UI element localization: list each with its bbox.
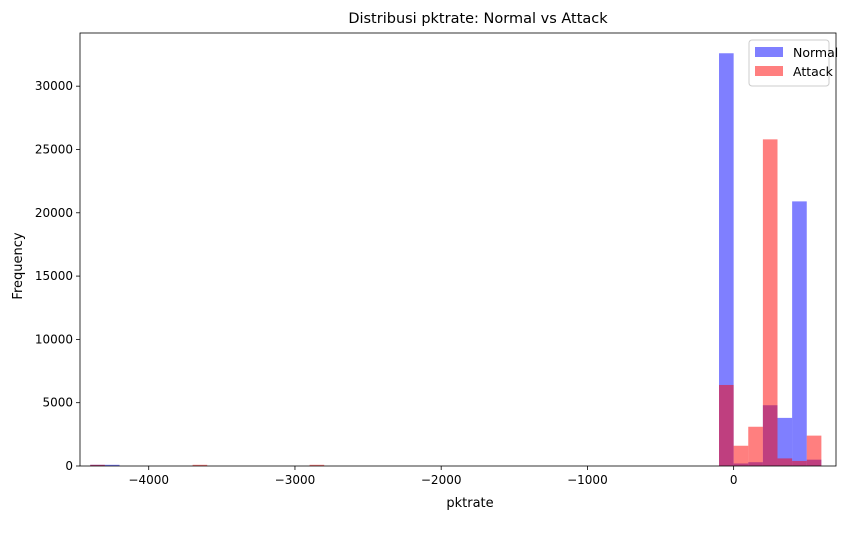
x-tick-label-2: −2000 xyxy=(421,473,462,487)
bar-normal-1 xyxy=(104,464,120,466)
y-axis-label: Frequency xyxy=(11,232,26,299)
y-axis: 0 5000 10000 15000 20000 25000 30000 xyxy=(35,79,80,473)
bar-attack-8 xyxy=(792,460,807,466)
y-tick-label-0: 0 xyxy=(65,459,73,473)
y-tick-label-6: 30000 xyxy=(35,79,73,93)
x-axis-label: pktrate xyxy=(446,496,493,511)
legend-swatch-normal xyxy=(755,47,783,57)
x-axis: −4000 −3000 −2000 −1000 0 xyxy=(128,466,737,487)
bar-attack-9 xyxy=(806,435,822,466)
bar-normal-6 xyxy=(777,417,793,466)
bar-attack-0 xyxy=(90,464,105,466)
x-tick-label-0: −4000 xyxy=(128,473,169,487)
x-tick-label-1: −3000 xyxy=(275,473,316,487)
legend: Normal Attack xyxy=(748,39,838,87)
y-tick-label-2: 10000 xyxy=(35,332,73,346)
legend-swatch-attack xyxy=(755,66,783,76)
legend-label-attack: Attack xyxy=(793,64,834,79)
x-tick-label-4: 0 xyxy=(730,473,738,487)
bar-attack-6 xyxy=(762,139,778,466)
bar-normal-2 xyxy=(719,53,734,466)
bar-attack-4 xyxy=(733,445,749,466)
bar-attack-5 xyxy=(748,426,763,466)
bar-attack-7 xyxy=(777,458,793,466)
legend-label-normal: Normal xyxy=(793,45,838,60)
bars-layer xyxy=(90,53,822,466)
x-tick-label-3: −1000 xyxy=(567,473,608,487)
y-tick-label-1: 5000 xyxy=(42,396,73,410)
chart-title: Distribusi pktrate: Normal vs Attack xyxy=(348,11,608,27)
y-tick-label-5: 25000 xyxy=(35,142,73,156)
y-tick-label-4: 20000 xyxy=(35,206,73,220)
bar-attack-2 xyxy=(309,464,325,466)
y-tick-label-3: 15000 xyxy=(35,269,73,283)
axes-frame xyxy=(79,32,837,467)
bar-attack-3 xyxy=(719,384,734,466)
bar-attack-1 xyxy=(192,464,208,466)
bar-normal-7 xyxy=(792,201,807,466)
